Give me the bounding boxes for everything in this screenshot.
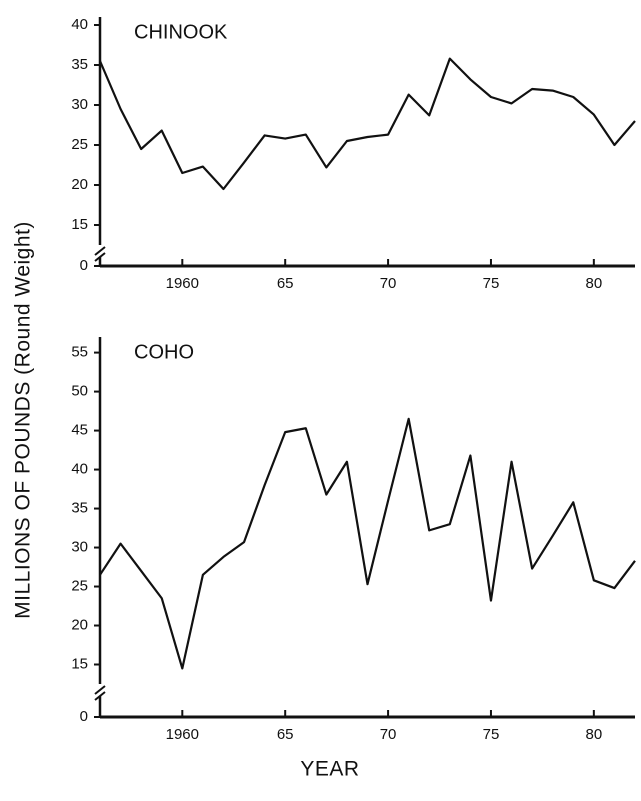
panel-title: COHO bbox=[134, 341, 194, 363]
y-tick-label: 0 bbox=[80, 708, 88, 725]
axis-break bbox=[94, 246, 106, 262]
x-tick-label: 80 bbox=[586, 726, 603, 743]
y-tick-label: 25 bbox=[71, 136, 88, 153]
axis-break bbox=[94, 685, 106, 701]
y-tick-label: 20 bbox=[71, 176, 88, 193]
y-tick-label: 0 bbox=[80, 257, 88, 274]
x-tick-label: 65 bbox=[277, 275, 294, 292]
x-axis-label: YEAR bbox=[300, 758, 359, 781]
x-tick-label: 80 bbox=[586, 275, 603, 292]
x-tick-label: 70 bbox=[380, 726, 397, 743]
x-tick-label: 1960 bbox=[166, 726, 199, 743]
y-tick-label: 50 bbox=[71, 383, 88, 400]
panel-title: CHINOOK bbox=[134, 21, 228, 43]
y-tick-label: 25 bbox=[71, 577, 88, 594]
x-tick-label: 1960 bbox=[166, 275, 199, 292]
x-tick-label: 75 bbox=[483, 726, 500, 743]
y-tick-label: 45 bbox=[71, 422, 88, 439]
data-line bbox=[98, 57, 636, 191]
x-tick-label: 65 bbox=[277, 726, 294, 743]
y-tick-label: 35 bbox=[71, 500, 88, 517]
y-tick-label: 40 bbox=[71, 461, 88, 478]
y-tick-label: 30 bbox=[71, 96, 88, 113]
y-tick-label: 30 bbox=[71, 539, 88, 556]
y-axis-label: MILLIONS OF POUNDS (Round Weight) bbox=[12, 221, 35, 619]
x-tick-label: 70 bbox=[380, 275, 397, 292]
y-tick-label: 15 bbox=[71, 216, 88, 233]
data-line bbox=[99, 417, 636, 670]
x-tick-label: 75 bbox=[483, 275, 500, 292]
y-tick-label: 40 bbox=[71, 16, 88, 33]
y-tick-label: 55 bbox=[71, 344, 88, 361]
y-tick-label: 20 bbox=[71, 616, 88, 633]
y-tick-label: 15 bbox=[71, 655, 88, 672]
y-tick-label: 35 bbox=[71, 56, 88, 73]
